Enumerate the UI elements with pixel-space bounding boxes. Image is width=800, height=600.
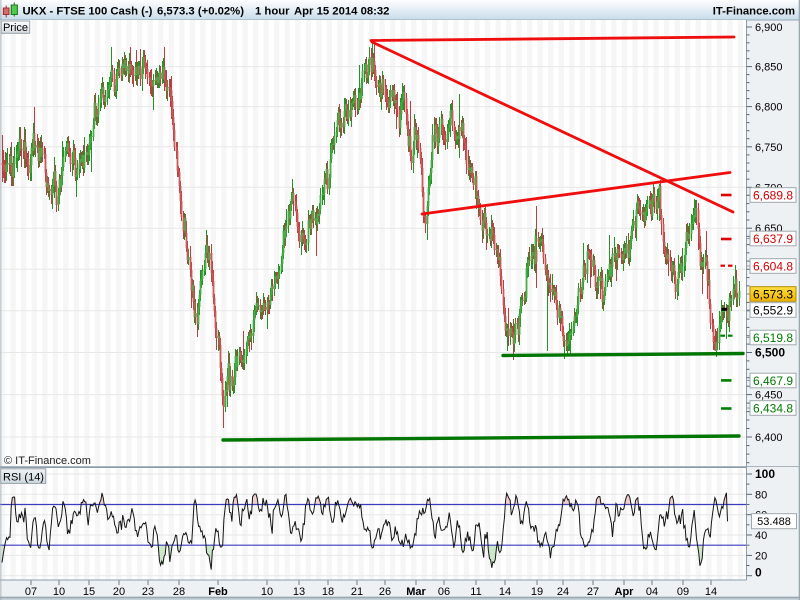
svg-text:Apr 15 2014 08:32: Apr 15 2014 08:32: [294, 6, 389, 18]
svg-text:6,637.9: 6,637.9: [753, 232, 793, 246]
svg-text:6,604.8: 6,604.8: [753, 259, 793, 273]
svg-text:06: 06: [438, 586, 450, 598]
svg-text:0: 0: [755, 566, 762, 580]
svg-text:07: 07: [25, 586, 37, 598]
svg-text:6,519.8: 6,519.8: [753, 331, 793, 345]
svg-text:26: 26: [379, 586, 391, 598]
svg-text:6,500: 6,500: [755, 346, 785, 360]
svg-text:RSI (14): RSI (14): [3, 471, 44, 483]
svg-text:6,900: 6,900: [755, 22, 783, 34]
svg-text:10: 10: [53, 586, 65, 598]
svg-text:18: 18: [322, 586, 334, 598]
svg-text:© IT-Finance.com: © IT-Finance.com: [4, 455, 91, 467]
svg-text:27: 27: [587, 586, 599, 598]
svg-text:11: 11: [470, 586, 481, 598]
svg-text:IT-Finance.com: IT-Finance.com: [713, 6, 795, 18]
svg-text:6,450: 6,450: [755, 390, 783, 402]
svg-text:6,800: 6,800: [755, 102, 783, 114]
svg-text:20: 20: [113, 586, 125, 598]
svg-text:6,689.8: 6,689.8: [753, 188, 793, 202]
svg-text:6,400: 6,400: [755, 432, 783, 444]
svg-text:1 hour: 1 hour: [255, 6, 290, 18]
svg-text:24: 24: [557, 586, 569, 598]
svg-text:14: 14: [499, 586, 511, 598]
svg-text:23: 23: [142, 586, 154, 598]
svg-text:04: 04: [646, 586, 658, 598]
svg-text:53.488: 53.488: [757, 516, 791, 528]
svg-text:19: 19: [531, 586, 543, 598]
svg-text:Mar: Mar: [406, 586, 426, 598]
svg-text:15: 15: [83, 586, 95, 598]
svg-text:UKX - FTSE 100 Cash (-): UKX - FTSE 100 Cash (-): [23, 6, 153, 18]
svg-text:6,467.9: 6,467.9: [753, 374, 793, 388]
svg-text:6,552.9: 6,552.9: [753, 303, 793, 317]
svg-text:6,573.3: 6,573.3: [753, 287, 793, 301]
svg-text:Feb: Feb: [208, 586, 228, 598]
svg-text:20: 20: [755, 550, 767, 562]
svg-text:6,434.8: 6,434.8: [753, 401, 793, 415]
svg-text:6,850: 6,850: [755, 62, 783, 74]
svg-text:40: 40: [755, 530, 767, 542]
svg-text:28: 28: [173, 586, 185, 598]
svg-text:6,573.3 (+0.02%): 6,573.3 (+0.02%): [157, 6, 244, 18]
svg-text:13: 13: [293, 586, 305, 598]
svg-text:100: 100: [755, 467, 775, 481]
svg-text:21: 21: [351, 586, 363, 598]
svg-text:10: 10: [261, 586, 273, 598]
svg-text:Apr: Apr: [615, 586, 635, 598]
svg-text:80: 80: [755, 489, 767, 501]
svg-text:14: 14: [705, 586, 717, 598]
svg-text:Price: Price: [3, 22, 28, 34]
svg-text:6,750: 6,750: [755, 142, 783, 154]
svg-text:09: 09: [677, 586, 689, 598]
